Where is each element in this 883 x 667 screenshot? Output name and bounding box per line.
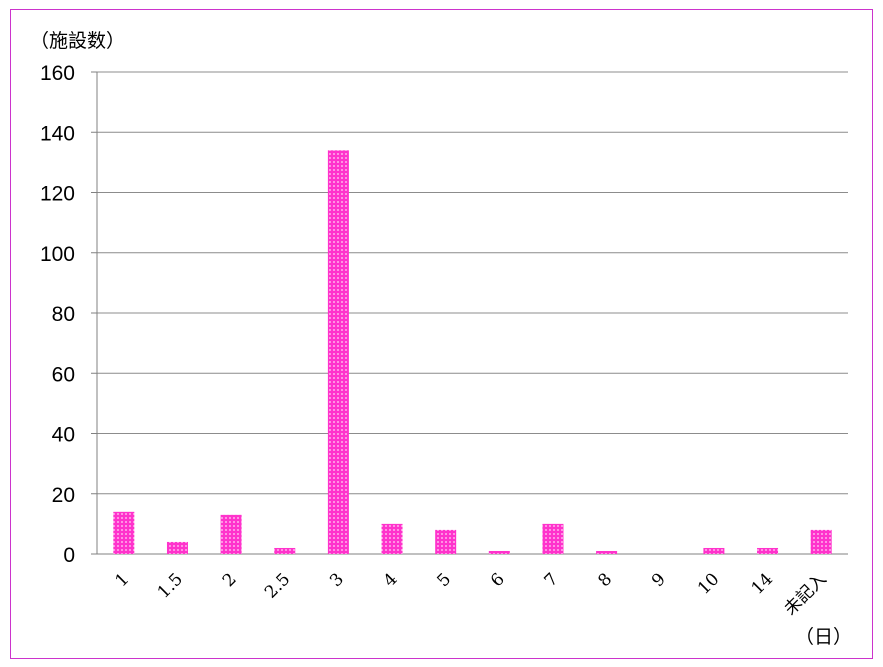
bar [166,541,188,554]
y-tick-label: 20 [52,484,75,507]
x-tick-label: 9 [648,569,670,591]
bar [381,523,403,554]
x-tick-label: 6 [487,569,509,591]
bar [596,550,618,554]
bar [327,150,349,554]
x-tick-label: 14 [748,569,777,598]
y-tick-label: 100 [40,243,75,266]
x-tick-label: 1.5 [154,569,187,602]
x-tick-label: 4 [380,569,402,591]
x-tick-label: 未記入 [781,569,831,619]
y-tick-label: 60 [52,363,75,386]
bar [220,514,242,554]
x-tick-label: 1 [112,569,134,591]
x-tick-label: 5 [433,569,455,591]
x-tick-label: 2 [219,569,241,591]
x-tick-label: 3 [326,569,348,591]
bar [488,550,510,554]
x-axis-label: （日） [795,626,852,648]
y-tick-label: 80 [52,303,75,326]
x-tick-label: 2.5 [261,569,294,602]
bar [435,529,457,554]
y-tick-label: 140 [40,122,75,145]
bar [810,529,832,554]
x-tick-label: 10 [694,569,723,598]
y-tick-label: 160 [40,62,75,85]
bar [113,511,135,554]
y-axis-label: （施設数） [30,30,125,52]
bar [542,523,564,554]
x-tick-label: 7 [541,569,563,591]
y-tick-label: 120 [40,183,75,206]
y-tick-label: 40 [52,424,75,447]
bar [274,547,296,554]
y-tick-label: 0 [63,544,75,567]
bar [757,547,779,554]
bar [703,547,725,554]
x-tick-label: 8 [594,569,616,591]
